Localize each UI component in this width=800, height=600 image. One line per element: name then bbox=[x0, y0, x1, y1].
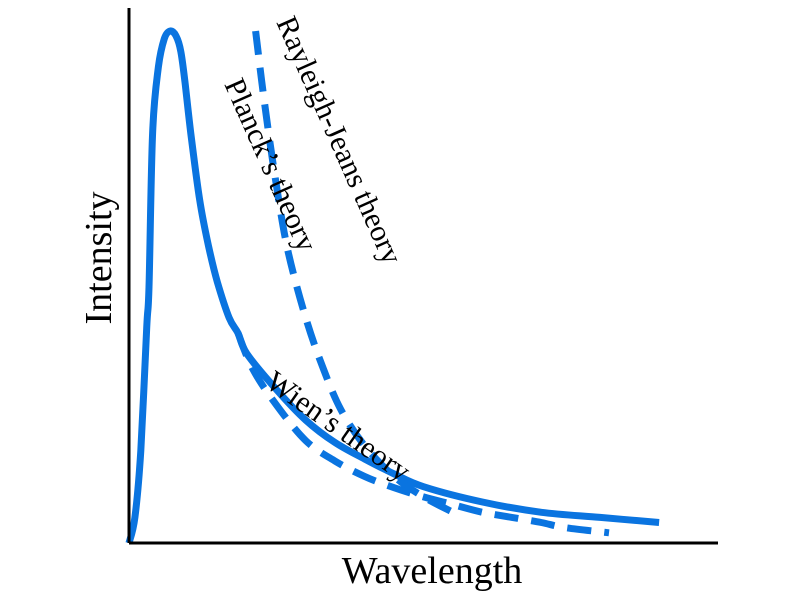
curves-group bbox=[125, 27, 660, 544]
rayleigh-jeans-curve bbox=[252, 30, 455, 516]
y-axis-label: Intensity bbox=[78, 192, 120, 325]
planck-curve bbox=[125, 27, 660, 544]
x-axis-label: Wavelength bbox=[342, 550, 523, 592]
wien-curve bbox=[234, 331, 610, 537]
wien-label: Wien’s theory bbox=[260, 365, 416, 488]
